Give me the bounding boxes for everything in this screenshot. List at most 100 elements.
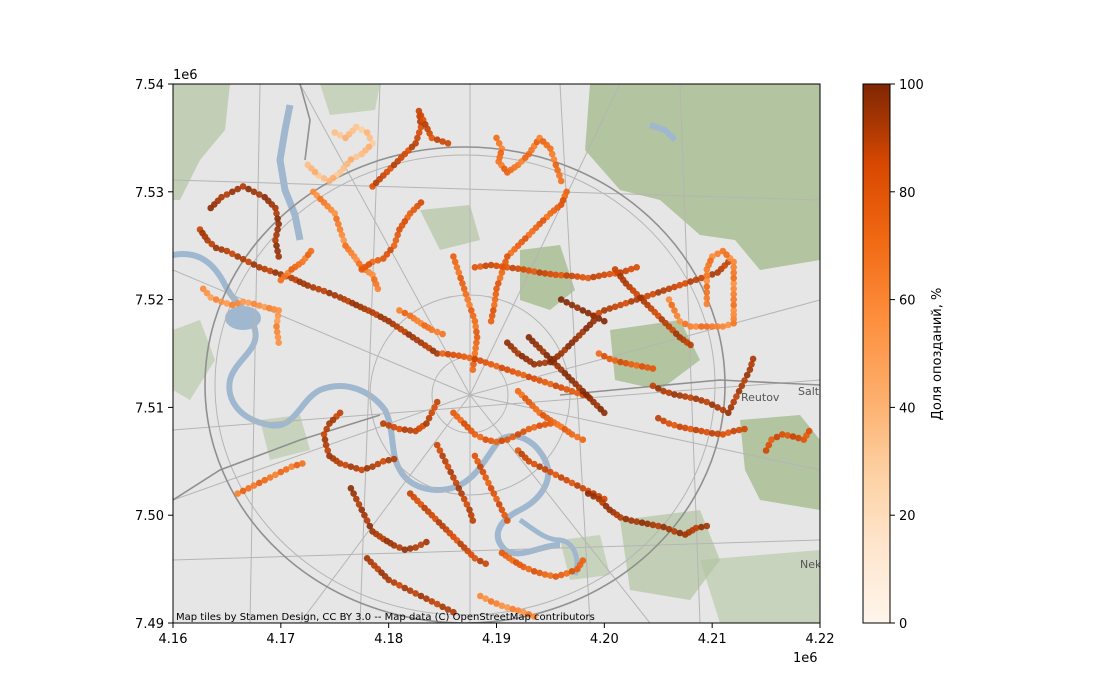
route-point — [568, 387, 576, 395]
route-point — [455, 352, 463, 360]
route-point — [450, 253, 457, 260]
route-point — [493, 600, 500, 607]
route-point — [504, 436, 511, 444]
route-point — [444, 350, 452, 358]
route-point — [299, 460, 306, 467]
route-point — [655, 385, 662, 392]
route-point — [218, 298, 225, 306]
route-point — [795, 434, 802, 442]
route-point — [601, 271, 608, 279]
route-point — [590, 273, 597, 281]
route-point — [471, 431, 479, 438]
route-point — [530, 613, 538, 620]
route-point — [459, 280, 466, 287]
route-point — [385, 576, 393, 584]
route-point — [719, 323, 727, 330]
route-point — [520, 608, 527, 616]
route-point — [633, 264, 640, 271]
route-point — [460, 353, 468, 361]
route-point — [452, 479, 460, 487]
route-point — [730, 290, 737, 298]
route-point — [369, 463, 376, 471]
route-point — [412, 544, 419, 551]
route-point — [714, 430, 721, 438]
route-point — [714, 404, 721, 411]
y-tick-label: 7.50 — [135, 509, 164, 524]
route-point — [358, 150, 366, 158]
y-axis-offset: 1e6 — [173, 68, 198, 83]
route-point — [439, 330, 446, 338]
route-point — [703, 300, 711, 308]
route-point — [229, 301, 236, 309]
route-point — [331, 210, 339, 217]
route-point — [498, 263, 506, 270]
route-point — [692, 524, 700, 532]
route-point — [703, 271, 711, 279]
route-point — [536, 463, 543, 471]
route-point — [493, 438, 500, 446]
route-point — [433, 441, 441, 449]
route-point — [730, 269, 737, 277]
route-point — [676, 423, 684, 431]
route-point — [333, 215, 340, 223]
route-point — [547, 380, 554, 388]
route-point — [261, 265, 269, 273]
route-point — [396, 425, 403, 433]
route-point — [735, 426, 743, 434]
route-point — [681, 424, 689, 432]
route-point — [730, 301, 737, 309]
route-point — [234, 490, 241, 497]
route-point — [708, 271, 716, 278]
route-point — [304, 282, 312, 289]
route-point — [450, 351, 457, 359]
route-point — [320, 175, 328, 182]
route-point — [466, 506, 473, 514]
route-point — [401, 309, 409, 317]
route-point — [498, 269, 506, 276]
route-point — [708, 323, 716, 330]
route-point — [665, 389, 673, 397]
route-point — [208, 240, 216, 248]
x-tick-label: 4.21 — [698, 632, 727, 647]
route-point — [207, 294, 214, 301]
route-point — [473, 328, 480, 336]
route-point — [390, 455, 398, 463]
route-point — [472, 323, 480, 330]
route-point — [530, 361, 538, 368]
route-point — [406, 427, 414, 434]
route-point — [326, 289, 333, 297]
route-point — [487, 437, 495, 445]
route-point — [692, 395, 700, 403]
route-point — [805, 427, 813, 435]
route-point — [218, 246, 225, 253]
route-point — [439, 350, 446, 357]
route-point — [725, 409, 732, 417]
route-point — [601, 317, 608, 325]
route-point — [304, 161, 312, 169]
route-point — [482, 262, 490, 270]
route-point — [649, 382, 657, 390]
route-point — [320, 431, 328, 438]
route-point — [547, 270, 554, 278]
route-point — [703, 289, 711, 296]
route-point — [315, 285, 322, 293]
route-point — [439, 452, 446, 460]
route-point — [498, 364, 506, 372]
route-point — [250, 300, 258, 308]
route-point — [358, 466, 366, 474]
route-point — [275, 253, 283, 260]
route-point — [394, 231, 402, 239]
route-point — [239, 298, 247, 306]
route-point — [590, 493, 597, 500]
route-point — [671, 421, 678, 429]
route-point — [622, 515, 630, 523]
major-roads — [173, 84, 820, 623]
route-point — [730, 280, 737, 287]
route-point — [274, 334, 282, 341]
route-point — [779, 431, 786, 438]
route-point — [469, 366, 477, 374]
route-point — [692, 426, 700, 434]
route-point — [541, 571, 549, 578]
route-point — [469, 517, 477, 524]
route-point — [530, 460, 538, 468]
